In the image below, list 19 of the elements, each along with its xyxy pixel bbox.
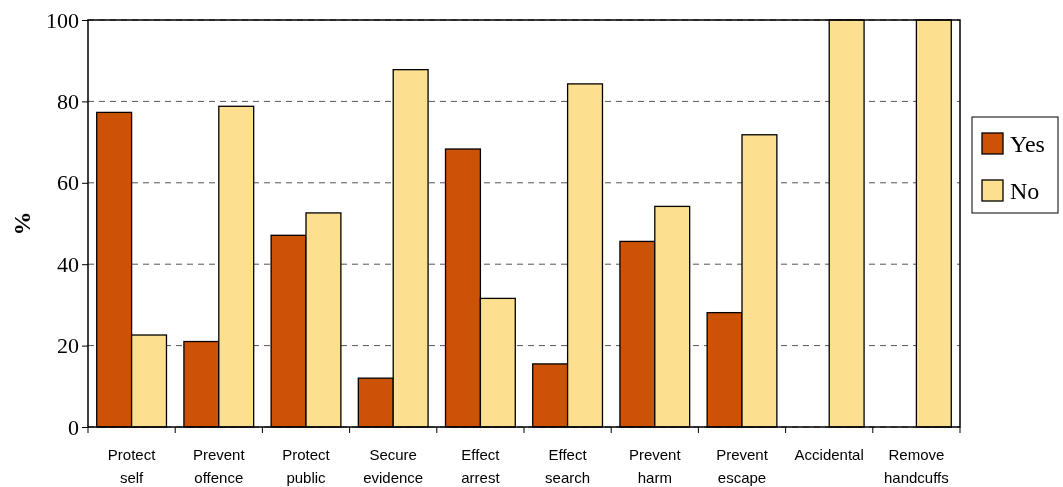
x-tick-label: Prevent harm (628, 446, 682, 486)
x-tick-label: Prevent offence (192, 446, 246, 486)
y-tick-label: 0 (68, 414, 79, 440)
x-tick-label: Remove handcuffs (884, 446, 949, 486)
x-tick-label: Accidental (794, 446, 864, 463)
x-tick-label: Prevent escape (716, 446, 769, 486)
legend-label: No (1010, 178, 1040, 204)
x-tick-label: Effect arrest (461, 446, 501, 486)
y-tick-label: 80 (57, 88, 79, 114)
y-tick-label: 60 (57, 170, 79, 196)
y-axis-title: % (9, 211, 35, 236)
x-tick-label: Protect public (282, 446, 331, 486)
x-tick-label: Effect search (545, 446, 591, 486)
y-tick-label: 20 (57, 333, 79, 359)
x-tick-label: Secure evidence (363, 446, 424, 486)
x-tick-label: Protect self (107, 446, 157, 486)
y-tick-label: 40 (57, 251, 79, 277)
legend-label: Yes (1010, 131, 1045, 157)
y-tick-label: 100 (46, 7, 79, 33)
